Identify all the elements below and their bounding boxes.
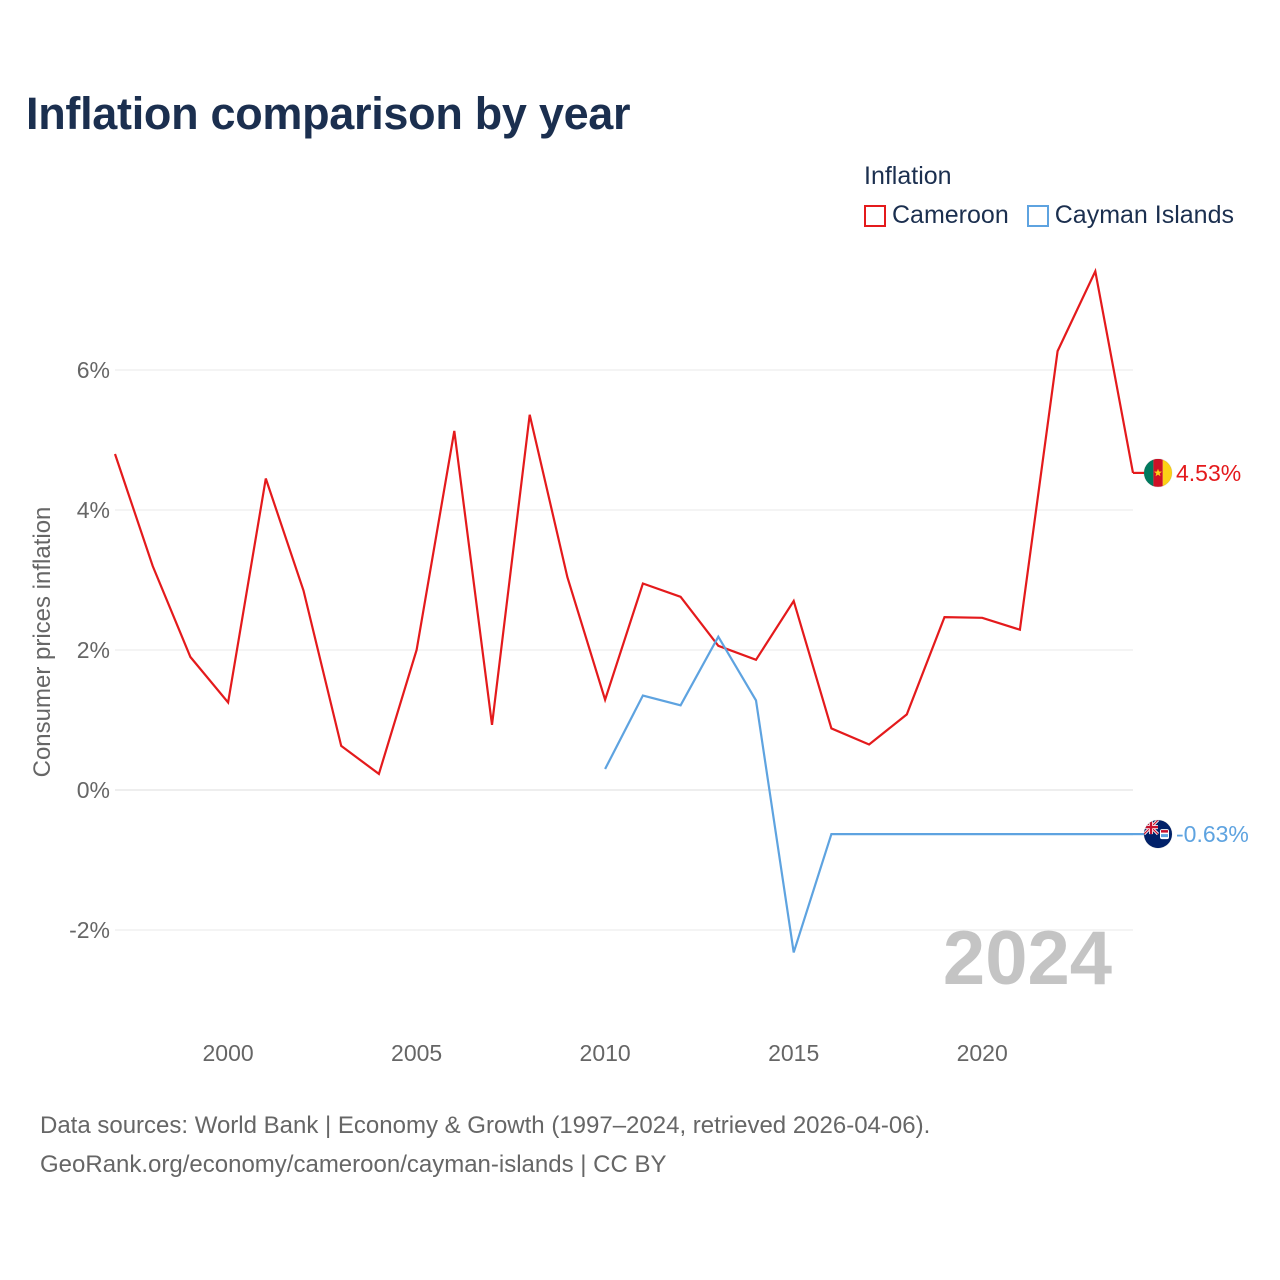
legend: Inflation Cameroon Cayman Islands xyxy=(864,162,1234,230)
series-line-cayman-islands xyxy=(604,634,1133,953)
source-line-1: Data sources: World Bank | Economy & Gro… xyxy=(40,1112,931,1139)
source-line-2: GeoRank.org/economy/cameroon/cayman-isla… xyxy=(40,1151,667,1178)
end-value-label-cameroon: 4.53% xyxy=(1176,460,1241,486)
year-watermark: 2024 xyxy=(943,916,1112,1001)
x-tick-label: 2005 xyxy=(391,1040,442,1066)
legend-item-cayman-islands[interactable]: Cayman Islands xyxy=(1026,201,1234,230)
gridlines xyxy=(115,369,1133,931)
y-tick-label: 2% xyxy=(77,637,110,663)
end-value-label-cayman-islands: -0.63% xyxy=(1176,821,1249,847)
x-tick-label: 2015 xyxy=(768,1040,819,1066)
chart-title: Inflation comparison by year xyxy=(26,88,631,139)
y-tick-label: -2% xyxy=(69,917,110,943)
y-axis-label: Consumer prices inflation xyxy=(29,507,56,778)
x-tick-label: 2020 xyxy=(957,1040,1008,1066)
y-axis-ticks: -2% 0% 2% 4% 6% xyxy=(69,357,110,943)
y-tick-label: 4% xyxy=(77,497,110,523)
source-footer: Data sources: World Bank | Economy & Gro… xyxy=(40,1106,930,1184)
y-tick-label: 6% xyxy=(77,357,110,383)
series-lines xyxy=(113,267,1144,953)
legend-swatch-cameroon xyxy=(864,204,886,227)
legend-swatch-cayman-islands xyxy=(1026,204,1049,227)
x-tick-label: 2000 xyxy=(203,1040,254,1066)
y-tick-label: 0% xyxy=(77,777,110,803)
legend-item-cameroon[interactable]: Cameroon xyxy=(864,201,1009,230)
legend-label-cameroon: Cameroon xyxy=(892,201,1009,229)
legend-label-cayman-islands: Cayman Islands xyxy=(1054,201,1234,229)
x-tick-label: 2010 xyxy=(580,1040,631,1066)
legend-title: Inflation xyxy=(864,162,952,190)
end-markers: 4.53% -0.63% xyxy=(1143,458,1249,849)
series-line-cameroon xyxy=(113,267,1135,776)
x-axis-ticks: 2000 2005 2010 2015 2020 xyxy=(203,1040,1008,1066)
cayman-islands-flag-icon xyxy=(1143,819,1173,849)
cameroon-flag-icon xyxy=(1143,458,1173,488)
